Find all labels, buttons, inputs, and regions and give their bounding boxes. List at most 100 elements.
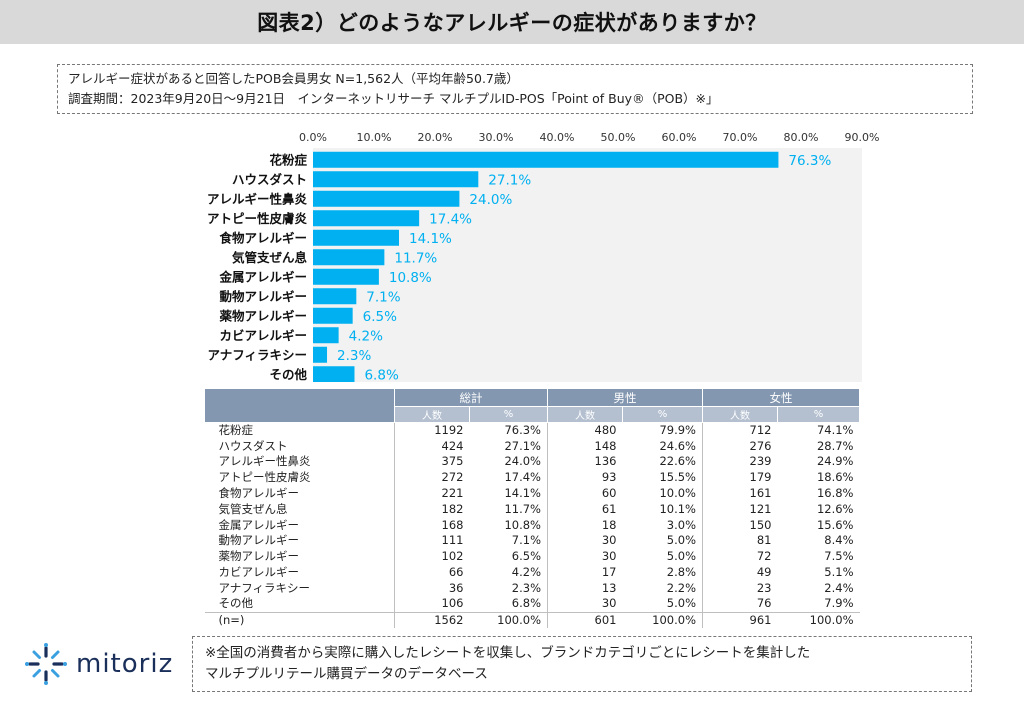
- count-cell: 961: [702, 611, 778, 628]
- x-tick-label: 30.0%: [479, 131, 514, 144]
- table-row: 動物アレルギー 111 7.1% 30 5.0% 81 8.4%: [205, 533, 860, 549]
- table-row: 金属アレルギー 168 10.8% 18 3.0% 150 15.6%: [205, 517, 860, 534]
- logo-text: mitoriz: [76, 649, 174, 679]
- data-label: 6.5%: [363, 309, 397, 325]
- percent-cell: 24.6%: [659, 438, 696, 453]
- title-bar: 図表2）どのようなアレルギーの症状がありますか？: [0, 0, 1024, 44]
- count-cell: 601: [547, 611, 623, 628]
- count-cell: 712: [702, 422, 778, 439]
- percent-cell: 2.2%: [666, 580, 696, 595]
- data-label: 76.3%: [788, 153, 831, 169]
- percent-cell: 6.5%: [511, 549, 541, 564]
- percent-cell: 24.0%: [504, 454, 541, 469]
- count-cell: 13: [547, 580, 623, 597]
- data-label: 6.8%: [364, 367, 398, 382]
- data-label: 27.1%: [488, 172, 531, 188]
- category-label: 気管支ぜん息: [232, 250, 308, 265]
- x-tick-label: 70.0%: [723, 131, 758, 144]
- count-cell: 72: [702, 548, 778, 565]
- bar: [313, 268, 379, 285]
- count-cell: 136: [547, 454, 623, 470]
- percent-cell: 2.4%: [824, 580, 854, 595]
- count-cell: 239: [702, 454, 778, 470]
- percent-cell: 3.0%: [666, 517, 696, 532]
- bar: [313, 346, 328, 363]
- percent-cell: 5.0%: [666, 533, 696, 548]
- data-label: 7.1%: [366, 289, 400, 305]
- survey-info-box: アレルギー症状があると回答したPOB会員男女 N=1,562人（平均年齢50.7…: [57, 64, 973, 114]
- x-tick-label: 20.0%: [418, 131, 453, 144]
- count-cell: 30: [547, 533, 623, 549]
- x-tick-label: 0.0%: [299, 131, 327, 144]
- table-row: アナフィラキシー 36 2.3% 13 2.2% 23 2.4%: [205, 580, 860, 597]
- table-row: その他 106 6.8% 30 5.0% 76 7.9%: [205, 596, 860, 613]
- count-cell: 76: [702, 596, 778, 613]
- row-label: 花粉症: [218, 423, 254, 438]
- table-sub-header-row: 人数 % 人数 % 人数 %: [205, 406, 860, 423]
- percent-cell: 5.1%: [824, 565, 854, 580]
- count-cell: 161: [702, 485, 778, 502]
- percent-cell: 22.6%: [659, 454, 696, 469]
- count-cell: 36: [394, 580, 470, 597]
- x-tick-label: 50.0%: [601, 131, 636, 144]
- data-label: 17.4%: [429, 211, 472, 227]
- count-cell: 49: [702, 564, 778, 581]
- row-label: 気管支ぜん息: [218, 501, 288, 516]
- bar: [313, 288, 357, 305]
- percent-cell: 10.8%: [504, 517, 541, 532]
- count-cell: 17: [547, 564, 623, 581]
- count-cell: 66: [394, 564, 470, 581]
- count-cell: 1192: [394, 422, 470, 439]
- x-tick-label: 10.0%: [357, 131, 392, 144]
- survey-info-line2: 調査期間：2023年9月20日～9月21日 インターネットリサーチ マルチプルI…: [68, 91, 719, 106]
- row-label: 金属アレルギー: [218, 517, 300, 532]
- percent-cell: 17.4%: [504, 470, 541, 485]
- percent-cell: 18.6%: [816, 470, 854, 485]
- count-cell: 121: [702, 501, 778, 518]
- row-label: ハウスダスト: [218, 438, 288, 453]
- group-header-male: 男性: [547, 388, 703, 407]
- bar: [313, 249, 385, 266]
- bar: [313, 229, 400, 246]
- table-row: (n=) 1562 100.0% 601 100.0% 961 100.0%: [204, 611, 860, 628]
- sparkle-logo-icon: [25, 643, 67, 685]
- count-cell: 30: [547, 596, 623, 613]
- percent-cell: 79.9%: [659, 423, 696, 438]
- percent-cell: 5.0%: [666, 596, 696, 611]
- count-cell: 148: [547, 438, 623, 455]
- category-label: 食物アレルギー: [218, 230, 307, 245]
- table-corner-cell: [204, 388, 395, 423]
- percent-cell: 10.1%: [659, 501, 696, 516]
- percent-cell: 6.8%: [511, 596, 541, 611]
- count-cell: 424: [394, 438, 470, 455]
- page-title: 図表2）どのようなアレルギーの症状がありますか？: [257, 11, 767, 35]
- count-cell: 168: [394, 517, 470, 534]
- percent-cell: 24.9%: [816, 454, 854, 469]
- count-cell: 23: [702, 580, 778, 597]
- count-cell: 93: [547, 469, 623, 486]
- category-label: アレルギー性鼻炎: [207, 191, 308, 206]
- row-label: カビアレルギー: [218, 565, 300, 580]
- percent-cell: 74.1%: [816, 423, 854, 438]
- percent-cell: 7.5%: [824, 549, 854, 564]
- data-label: 4.2%: [349, 328, 383, 344]
- percent-cell: 16.8%: [816, 486, 854, 501]
- percent-cell: 7.1%: [511, 533, 541, 548]
- data-table: 総計 男性 女性 人数 % 人数 % 人数 % 花粉症 1192 76.3% 480 7…: [204, 388, 860, 628]
- row-label: アトピー性皮膚炎: [218, 470, 311, 485]
- count-cell: 272: [394, 469, 470, 486]
- count-cell: 150: [702, 517, 778, 534]
- category-label: ハウスダスト: [232, 172, 307, 187]
- footnote-line1: ※全国の消費者から実際に購入したレシートを収集し、ブランドカテゴリごとにレシート…: [205, 645, 811, 661]
- table-group-header-row: 総計 男性 女性: [204, 388, 860, 423]
- percent-cell: 7.9%: [824, 596, 854, 611]
- category-label: 動物アレルギー: [219, 289, 307, 304]
- category-label: 薬物アレルギー: [218, 308, 307, 323]
- footnote-box: ※全国の消費者から実際に購入したレシートを収集し、ブランドカテゴリごとにレシート…: [192, 636, 972, 692]
- table-row: ハウスダスト 424 27.1% 148 24.6% 276 28.7%: [205, 438, 860, 455]
- sub-header-count: 人数: [394, 406, 470, 423]
- percent-cell: 100.0%: [469, 611, 548, 628]
- table-row: アトピー性皮膚炎 272 17.4% 93 15.5% 179 18.6%: [205, 469, 860, 486]
- row-label: その他: [218, 596, 254, 611]
- percent-cell: 8.4%: [824, 533, 854, 548]
